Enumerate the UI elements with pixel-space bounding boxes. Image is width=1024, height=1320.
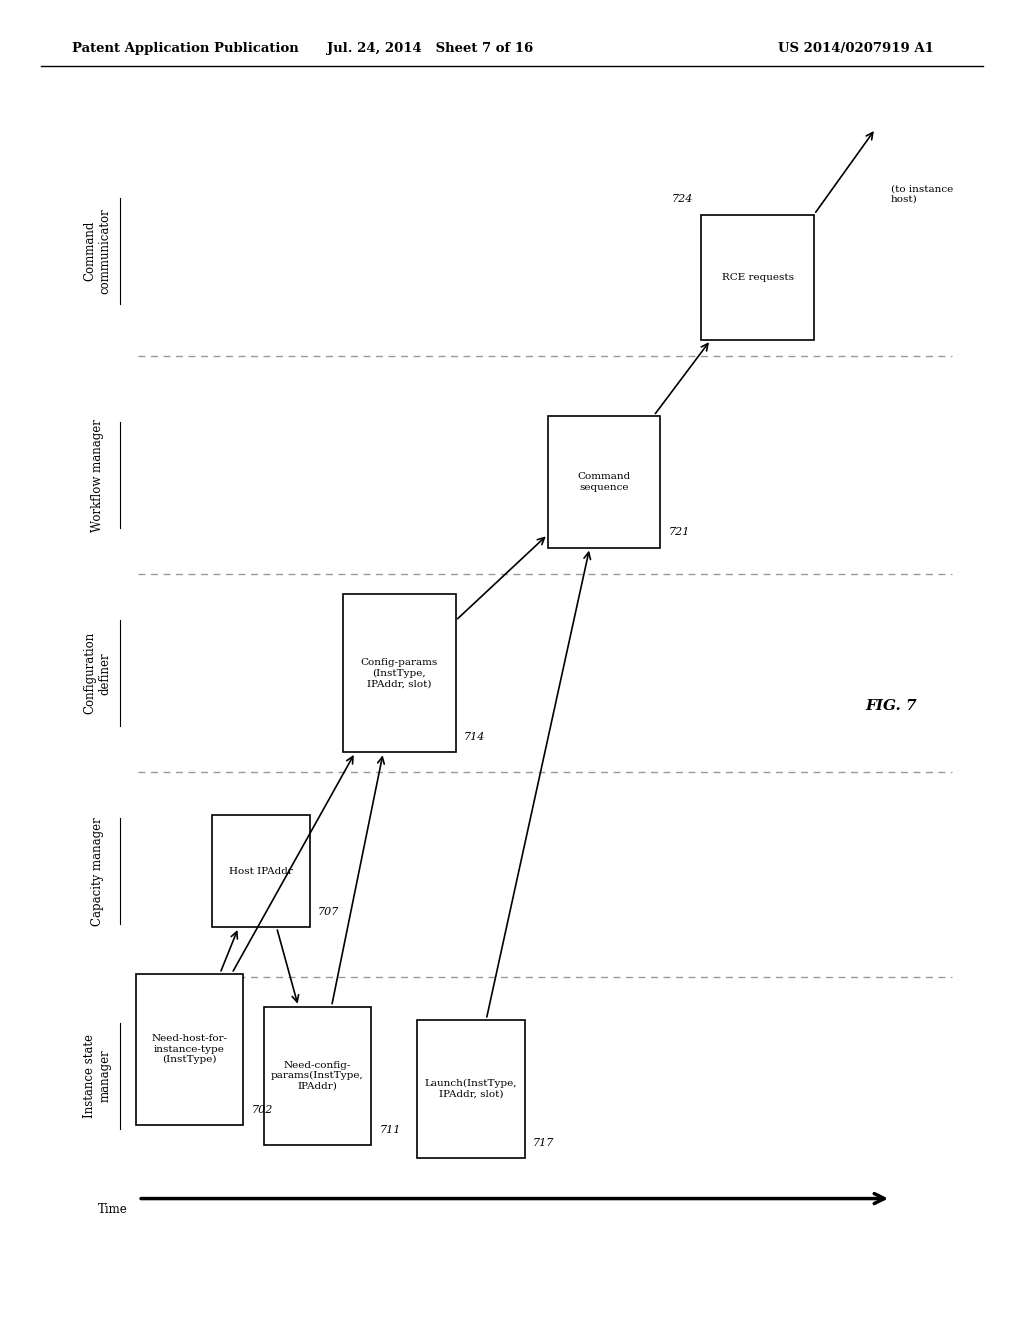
Text: Command
communicator: Command communicator — [83, 209, 112, 293]
Text: Host IPAddr: Host IPAddr — [229, 867, 293, 875]
Text: Workflow manager: Workflow manager — [91, 418, 103, 532]
FancyBboxPatch shape — [135, 974, 244, 1125]
Text: Config-params
(InstType,
IPAddr, slot): Config-params (InstType, IPAddr, slot) — [360, 659, 438, 688]
FancyBboxPatch shape — [701, 214, 814, 339]
Text: (to instance
host): (to instance host) — [891, 185, 953, 203]
FancyBboxPatch shape — [213, 814, 309, 927]
Text: 707: 707 — [317, 907, 339, 916]
FancyBboxPatch shape — [343, 594, 456, 752]
FancyBboxPatch shape — [548, 416, 660, 548]
FancyBboxPatch shape — [264, 1006, 371, 1144]
Text: Time: Time — [98, 1203, 128, 1216]
Text: Command
sequence: Command sequence — [578, 473, 631, 491]
Text: Need-host-for-
instance-type
(InstType): Need-host-for- instance-type (InstType) — [152, 1035, 227, 1064]
Text: Launch(InstType,
IPAddr, slot): Launch(InstType, IPAddr, slot) — [425, 1080, 517, 1098]
Text: Configuration
definer: Configuration definer — [83, 632, 112, 714]
Text: RCE requests: RCE requests — [722, 273, 794, 281]
Text: Patent Application Publication: Patent Application Publication — [72, 42, 298, 55]
Text: FIG. 7: FIG. 7 — [865, 700, 916, 713]
Text: 724: 724 — [672, 194, 693, 205]
Text: 721: 721 — [669, 527, 690, 537]
Text: 717: 717 — [534, 1138, 554, 1147]
Text: Jul. 24, 2014   Sheet 7 of 16: Jul. 24, 2014 Sheet 7 of 16 — [327, 42, 534, 55]
Text: Instance state
manager: Instance state manager — [83, 1034, 112, 1118]
Text: Need-config-
params(InstType,
IPAddr): Need-config- params(InstType, IPAddr) — [271, 1061, 364, 1090]
Text: 702: 702 — [252, 1105, 272, 1114]
Text: 711: 711 — [379, 1125, 400, 1134]
Text: Capacity manager: Capacity manager — [91, 817, 103, 925]
FancyBboxPatch shape — [418, 1020, 525, 1159]
Text: 714: 714 — [464, 731, 485, 742]
Text: US 2014/0207919 A1: US 2014/0207919 A1 — [778, 42, 934, 55]
